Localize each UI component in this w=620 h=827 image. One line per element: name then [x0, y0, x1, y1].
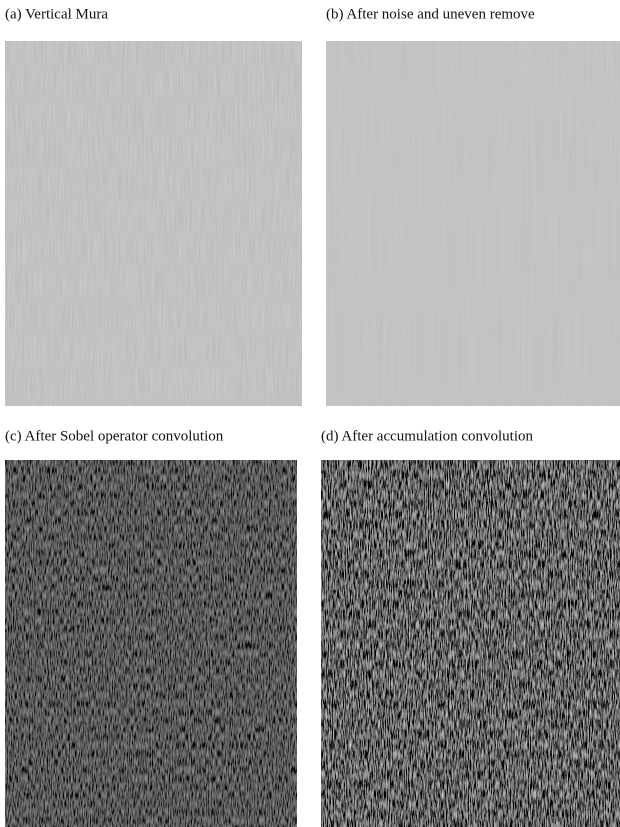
figure: (a) Vertical Mura (b) After noise and un… [0, 0, 620, 827]
panel-caption: (a) Vertical Mura [5, 6, 108, 22]
page: (a) Vertical Mura (b) After noise and un… [0, 0, 620, 827]
panel-image [5, 460, 297, 827]
panel-caption: (d) After accumulation convolution [321, 428, 534, 444]
panel-image [326, 41, 620, 406]
panel-image [321, 460, 620, 827]
panel-image [5, 41, 302, 406]
panel-caption: (b) After noise and uneven remove [326, 6, 535, 22]
panel-caption: (c) After Sobel operator convolution [5, 428, 224, 444]
